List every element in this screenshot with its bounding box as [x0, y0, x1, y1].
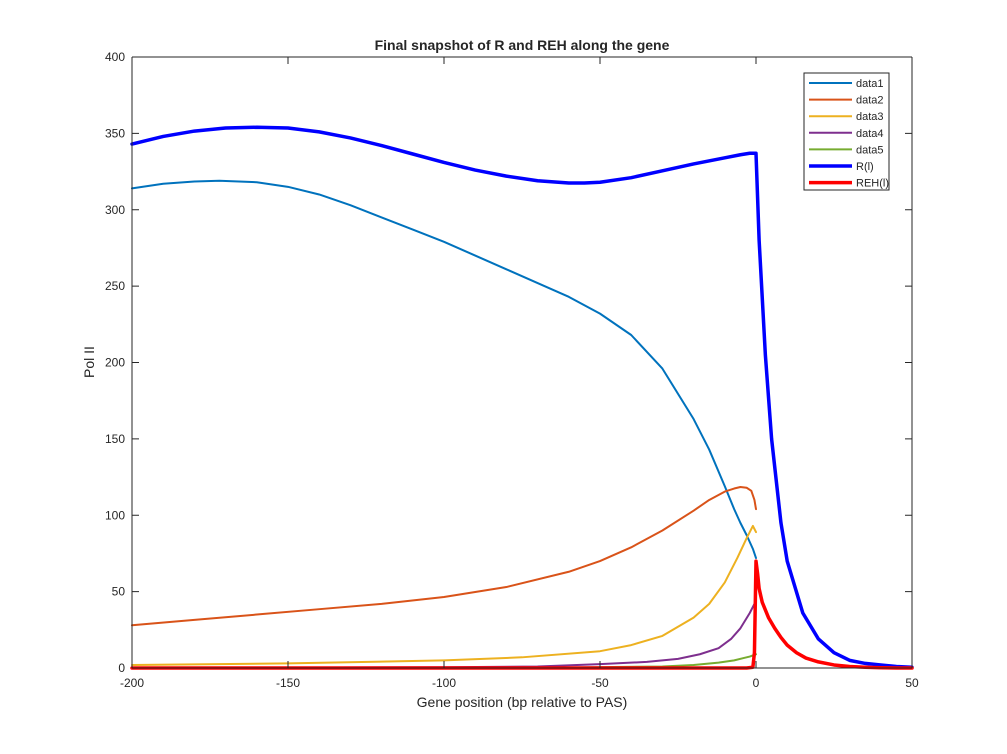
x-tick-label: -150 — [276, 676, 300, 690]
legend-entry-label: data1 — [856, 78, 884, 90]
legend-entry-label: R(l) — [856, 161, 874, 173]
series-line-3 — [131, 524, 757, 666]
legend: data1 data2 data3 data4 data5 R(l) REH(l) — [803, 72, 890, 191]
y-tick-label: 250 — [105, 279, 125, 293]
series-line-1 — [131, 179, 757, 560]
x-tick-label: 50 — [905, 676, 919, 690]
y-tick-label: 0 — [118, 661, 125, 675]
x-ticks: -200 -150 -100 -50 0 50 — [120, 57, 919, 690]
y-ticks: 0 50 100 150 200 250 300 350 400 — [105, 50, 912, 675]
y-tick-label: 350 — [105, 126, 125, 140]
x-tick-label: -200 — [120, 676, 144, 690]
x-axis-label: Gene position (bp relative to PAS) — [417, 694, 628, 710]
legend-entry-label: REH(l) — [856, 178, 889, 190]
y-tick-label: 100 — [105, 508, 125, 522]
series-line-6 — [130, 125, 914, 669]
series-line-7 — [130, 559, 914, 670]
series-line-2 — [131, 485, 757, 627]
y-axis-label: Pol II — [81, 346, 97, 378]
series-layer — [130, 125, 914, 670]
legend-entry-label: data4 — [856, 128, 884, 140]
legend-entry-label: data5 — [856, 144, 884, 156]
legend-entry-label: data3 — [856, 111, 884, 123]
plot-background — [132, 57, 912, 668]
y-tick-label: 50 — [112, 585, 126, 599]
y-tick-label: 300 — [105, 203, 125, 217]
y-tick-label: 400 — [105, 50, 125, 64]
y-tick-label: 150 — [105, 432, 125, 446]
legend-items: data1 data2 data3 data4 data5 R(l) REH(l) — [809, 78, 889, 190]
y-tick-label: 200 — [105, 356, 125, 370]
x-tick-label: -100 — [432, 676, 456, 690]
legend-box — [803, 72, 890, 191]
legend-entry-label: data2 — [856, 95, 884, 107]
chart-title: Final snapshot of R and REH along the ge… — [375, 37, 670, 53]
x-tick-label: -50 — [591, 676, 609, 690]
x-tick-label: 0 — [753, 676, 760, 690]
